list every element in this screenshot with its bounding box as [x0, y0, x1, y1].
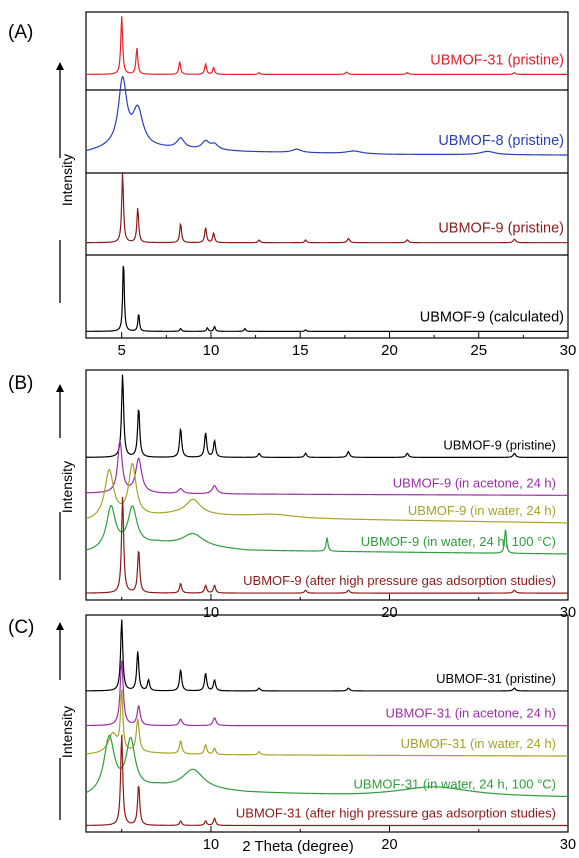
series-label: UBMOF-9 (calculated)	[420, 309, 564, 325]
panel-a: (A) Intensity 5 10 15 20 25 30 UBMOF-31 (prist…	[8, 11, 577, 359]
intensity-arrow-head-icon	[56, 622, 64, 630]
x-tick-label: 30	[560, 837, 576, 853]
panel-a-plot: 5 10 15 20 25 30 UBMOF-31 (pristine) UBMOF-8 (p…	[56, 11, 577, 359]
panel-c-xlabel: 2 Theta (degree)	[242, 838, 353, 855]
plot-frame	[85, 614, 569, 833]
x-tick-label: 25	[470, 342, 487, 359]
series-label: UBMOF-31 (pristine)	[430, 52, 564, 68]
intensity-arrow-head-icon	[56, 384, 64, 392]
x-tick-label: 30	[560, 605, 576, 621]
panel-c-plot: 10 20 30 UBMOF-31 (pristine) UBMOF-31 (in ac…	[56, 614, 576, 853]
series-line	[85, 734, 569, 798]
x-tick-label: 15	[292, 342, 309, 359]
series-line	[85, 374, 568, 458]
plot-frame	[85, 11, 569, 339]
series-line	[85, 75, 569, 156]
series-label: UBMOF-9 (after high pressure gas adsorpt…	[243, 573, 556, 588]
series-line	[85, 689, 569, 757]
panel-c-ylabel: Intensity	[59, 706, 75, 758]
series-label: UBMOF-8 (pristine)	[438, 133, 564, 149]
series-line	[85, 438, 569, 496]
x-tick-label: 20	[381, 837, 397, 853]
series-line	[86, 734, 568, 827]
series-label: UBMOF-9 (in water, 24 h, 100 °C)	[361, 534, 556, 549]
series-label: UBMOF-31 (in water, 24 h, 100 °C)	[354, 776, 556, 791]
panel-b-label: (B)	[8, 373, 33, 394]
series-line	[86, 173, 568, 244]
panel-a-ylabel: Intensity	[59, 154, 75, 206]
x-tick-label: 10	[203, 605, 219, 621]
panel-c: (C) Intensity 2 Theta (degree) 10 20 30 UBM…	[8, 614, 576, 855]
series-line	[86, 265, 568, 332]
x-tick-label: 20	[381, 342, 398, 359]
x-tick-label: 20	[381, 605, 397, 621]
series-line	[85, 660, 568, 727]
series-label: UBMOF-31 (in acetone, 24 h)	[385, 706, 556, 721]
panel-c-label: (C)	[8, 617, 34, 638]
x-tick-label: 10	[203, 342, 220, 359]
panel-a-label: (A)	[8, 22, 33, 43]
x-tick-label: 30	[560, 342, 577, 359]
intensity-arrow-head-icon	[56, 62, 64, 70]
series-label: UBMOF-9 (pristine)	[438, 221, 564, 237]
series-label: UBMOF-31 (after high pressure gas adsorp…	[236, 805, 556, 820]
series-line	[85, 505, 569, 555]
series-line	[85, 496, 568, 594]
series-label: UBMOF-9 (in acetone, 24 h)	[393, 475, 556, 490]
plot-frame	[85, 369, 569, 601]
series-label: UBMOF-31 (pristine)	[436, 671, 556, 686]
series-label: UBMOF-9 (in water, 24 h)	[408, 503, 556, 518]
series-label: UBMOF-31 (in water, 24 h)	[401, 736, 556, 751]
panel-b-plot: 10 20 30 UBMOF-9 (pristine) UBMOF-9 (in acet…	[56, 369, 576, 621]
series-label: UBMOF-9 (pristine)	[443, 437, 556, 452]
series-line	[85, 462, 569, 524]
panel-b-ylabel: Intensity	[59, 461, 75, 513]
x-tick-label: 5	[118, 342, 126, 359]
series-line	[85, 619, 568, 692]
series-line	[86, 16, 568, 75]
x-tick-label: 10	[203, 837, 219, 853]
panel-b: (B) Intensity 10 20 30 UBMOF-9 (pristine) UB…	[8, 369, 576, 621]
